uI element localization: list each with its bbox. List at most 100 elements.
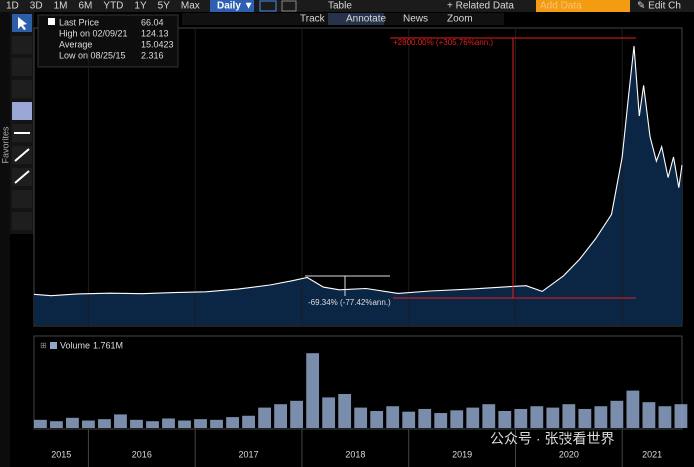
- period-button[interactable]: 6M: [79, 1, 93, 12]
- legend-label: Last Price: [59, 17, 99, 27]
- tool-channel[interactable]: [12, 190, 32, 208]
- volume-bar: [98, 419, 111, 428]
- volume-bar: [370, 411, 384, 428]
- volume-bar: [434, 413, 448, 428]
- subtool-button[interactable]: News: [403, 14, 428, 25]
- volume-bar: [562, 404, 576, 428]
- period-button[interactable]: 1M: [54, 1, 68, 12]
- legend-value: 66.04: [141, 17, 164, 27]
- period-button[interactable]: YTD: [103, 1, 123, 12]
- add-data[interactable]: Add Data: [540, 1, 582, 12]
- segment-icon: [14, 148, 30, 162]
- volume-bar: [162, 418, 175, 428]
- period-button[interactable]: 5Y: [158, 1, 171, 12]
- period-button[interactable]: Max: [181, 1, 200, 12]
- legend-value: 124.13: [141, 28, 169, 38]
- left-strip: [0, 12, 10, 467]
- volume-bar: [226, 417, 239, 428]
- volume-bar: [146, 421, 159, 428]
- volume-swatch: [50, 342, 57, 349]
- price-line: [33, 46, 683, 297]
- candle-icon[interactable]: [281, 0, 297, 12]
- subtool-button[interactable]: Zoom: [447, 14, 473, 25]
- annotate-bg: [328, 13, 384, 25]
- subtool-button[interactable]: Track: [300, 14, 326, 25]
- volume-bar: [130, 419, 143, 428]
- volume-bar: [658, 406, 672, 428]
- edit-chart[interactable]: ✎ Edit Ch: [637, 1, 681, 12]
- year-label: 2020: [559, 449, 579, 459]
- favorites-label[interactable]: Favorites: [0, 126, 10, 164]
- period-button[interactable]: 1Y: [134, 1, 147, 12]
- pointer-icon: [18, 17, 27, 30]
- period-button[interactable]: 3D: [30, 1, 43, 12]
- subtool-button[interactable]: Annotate: [346, 14, 386, 25]
- tool-dollar[interactable]: [12, 80, 32, 98]
- volume-bar: [674, 404, 688, 428]
- volume-bar: [290, 400, 304, 428]
- volume-bar: [530, 406, 544, 428]
- price-area: [34, 46, 682, 325]
- year-label: 2019: [452, 449, 472, 459]
- legend-label: Low on 08/25/15: [59, 50, 126, 60]
- watermark: 公众号 · 张弢看世界: [490, 431, 614, 447]
- year-label: 2017: [239, 449, 259, 459]
- volume-bar: [114, 414, 127, 428]
- add-data-bg: [536, 0, 630, 12]
- volume-bar: [322, 397, 336, 428]
- volume-bar: [402, 411, 416, 428]
- related-data[interactable]: + Related Data: [447, 1, 514, 12]
- volume-value: 1.761M: [93, 340, 123, 350]
- volume-bar: [626, 390, 640, 428]
- year-label: 2021: [642, 449, 662, 459]
- volume-bar: [338, 394, 352, 428]
- volume-bar: [578, 408, 592, 428]
- gain-annotation: +2800.00% (+305.76%ann.): [393, 38, 493, 47]
- legend-label: Average: [59, 39, 92, 49]
- volume-bar: [34, 419, 47, 428]
- frequency[interactable]: Daily ▼: [217, 1, 254, 12]
- volume-toggle[interactable]: ⊞: [40, 341, 47, 350]
- volume-label: Volume: [60, 340, 90, 350]
- volume-bar: [242, 415, 255, 428]
- volume-bar: [274, 404, 288, 428]
- legend-box: [37, 14, 179, 68]
- period-button[interactable]: 1D: [6, 1, 19, 12]
- tool-pen[interactable]: [12, 36, 32, 54]
- volume-bar: [514, 408, 528, 428]
- toolbar-bg: [0, 0, 694, 12]
- year-label: 2015: [51, 449, 71, 459]
- loss-annotation: -69.34% (-77.42%ann.): [308, 298, 391, 307]
- volume-bar: [594, 406, 608, 428]
- year-label: 2018: [345, 449, 365, 459]
- legend-value: 15.0423: [141, 39, 174, 49]
- volume-bar: [178, 420, 191, 428]
- volume-bar: [210, 419, 223, 428]
- volume-bar: [306, 353, 320, 428]
- tool-pct[interactable]: [12, 58, 32, 76]
- table-button[interactable]: Table: [328, 1, 352, 12]
- volume-bar: [642, 402, 656, 428]
- year-label: 2016: [132, 449, 152, 459]
- volume-bar: [498, 411, 512, 428]
- volume-bar: [354, 407, 368, 428]
- volume-bar: [258, 407, 271, 428]
- volume-bar: [386, 406, 400, 428]
- ray-icon: [14, 170, 30, 184]
- volume-bar: [546, 407, 560, 428]
- volume-bar: [466, 407, 480, 428]
- volume-bar: [418, 408, 432, 428]
- tool-text[interactable]: [12, 102, 32, 120]
- legend-label: High on 02/09/21: [59, 28, 128, 38]
- volume-bar: [450, 410, 464, 428]
- volume-bar: [82, 420, 95, 428]
- volume-bar: [50, 421, 63, 428]
- volume-bar: [194, 419, 207, 428]
- volume-bar: [66, 417, 79, 428]
- tool-r[interactable]: [12, 212, 32, 230]
- legend-value: 2.316: [141, 50, 164, 60]
- volume-bar: [482, 404, 496, 428]
- chart-icon[interactable]: [259, 0, 277, 12]
- legend-swatch: [48, 18, 55, 25]
